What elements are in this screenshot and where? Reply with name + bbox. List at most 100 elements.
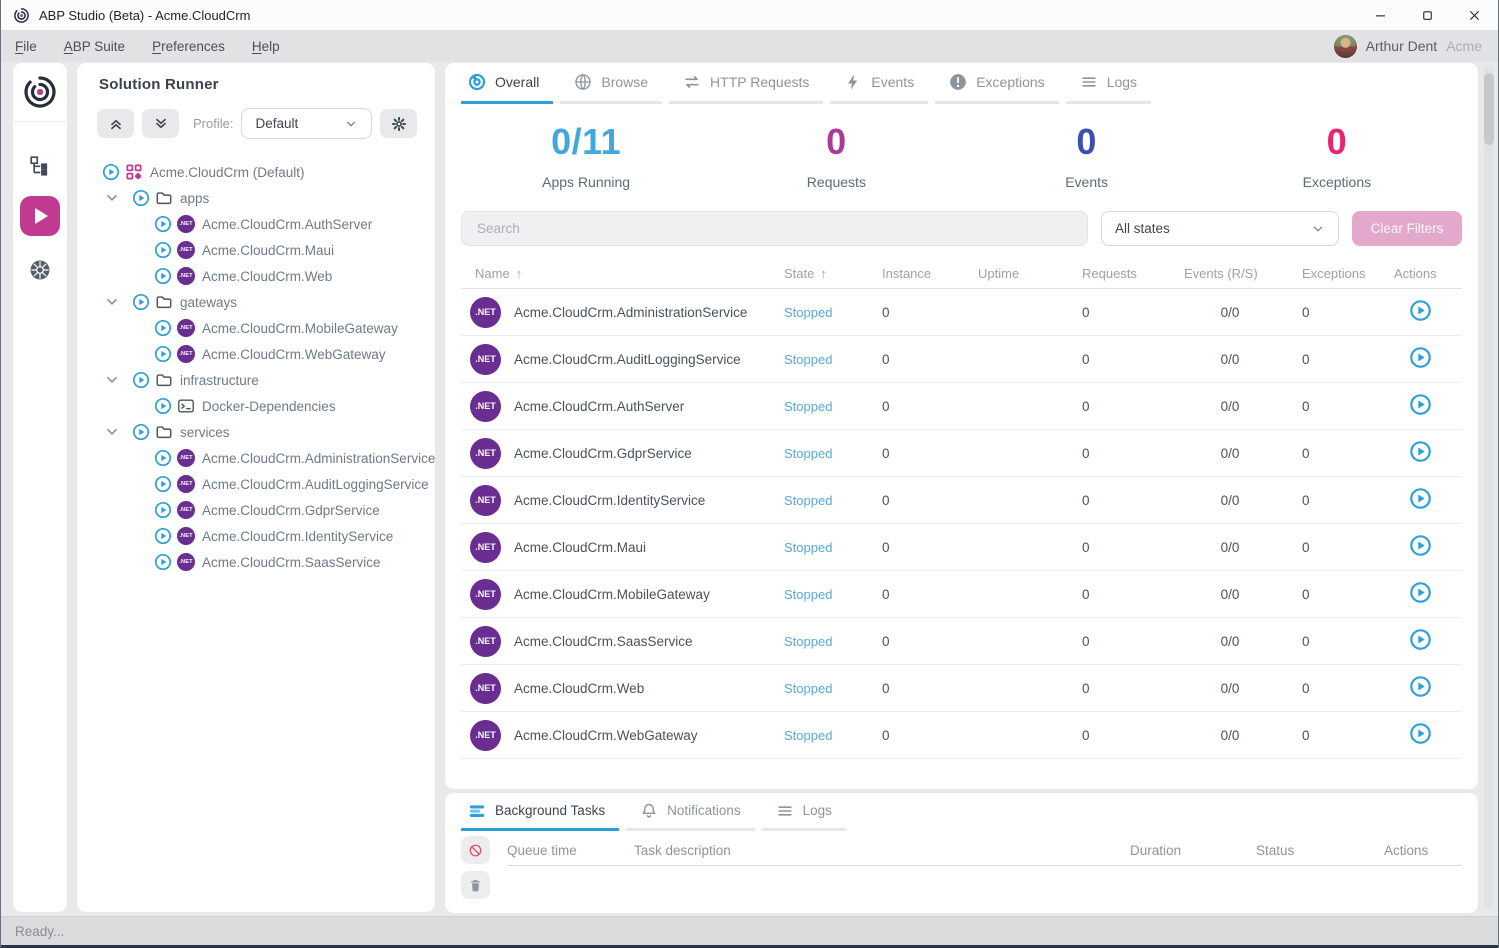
run-icon[interactable]: [154, 215, 172, 233]
dotnet-icon: .NET: [177, 345, 195, 363]
tree-item-services[interactable]: services: [85, 419, 435, 445]
tree-item-acme-cloudcrm-auditloggingservice[interactable]: .NET Acme.CloudCrm.AuditLoggingService: [85, 471, 435, 497]
avatar[interactable]: [1333, 34, 1357, 58]
close-button[interactable]: [1451, 0, 1498, 30]
start-app-button[interactable]: [1409, 628, 1432, 651]
tree-item-apps[interactable]: apps: [85, 185, 435, 211]
run-icon[interactable]: [132, 293, 150, 311]
rail-item-solution-explorer[interactable]: [28, 154, 52, 178]
chevron-down-icon[interactable]: [103, 189, 121, 207]
chevron-down-icon[interactable]: [103, 371, 121, 389]
tab-http-requests[interactable]: HTTP Requests: [669, 63, 824, 104]
start-app-button[interactable]: [1409, 534, 1432, 557]
app-exceptions: 0: [1302, 351, 1310, 367]
run-icon[interactable]: [154, 527, 172, 545]
bottom-body: Queue time Task description Duration Status…: [461, 836, 1462, 899]
clear-tasks-button[interactable]: [461, 871, 490, 899]
start-app-button[interactable]: [1409, 722, 1432, 745]
start-app-button[interactable]: [1409, 393, 1432, 416]
column-header-requests[interactable]: Requests: [1082, 266, 1184, 281]
run-icon[interactable]: [132, 371, 150, 389]
chevron-down-icon[interactable]: [103, 423, 121, 441]
tree-item-acme-cloudcrm-administrationservice[interactable]: .NET Acme.CloudCrm.AdministrationService: [85, 445, 435, 471]
tree-item-acme-cloudcrm-saasservice[interactable]: .NET Acme.CloudCrm.SaasService: [85, 549, 435, 575]
run-icon[interactable]: [154, 501, 172, 519]
column-header-state[interactable]: State ↑: [784, 266, 882, 281]
column-header-actions[interactable]: Actions: [1394, 266, 1462, 281]
app-name-cell: .NET Acme.CloudCrm.GdprService: [461, 437, 784, 469]
column-header-instance[interactable]: Instance: [882, 266, 978, 281]
state-filter-select[interactable]: All states: [1101, 211, 1339, 246]
start-app-button[interactable]: [1409, 581, 1432, 604]
app-name: Acme.CloudCrm.AuditLoggingService: [514, 351, 741, 367]
menu-item-preferences[interactable]: Preferences: [152, 38, 225, 54]
tab-logs[interactable]: Logs: [1065, 63, 1152, 104]
run-icon[interactable]: [132, 189, 150, 207]
scrollbar-thumb[interactable]: [1484, 73, 1494, 145]
tab-overall[interactable]: Overall: [461, 63, 554, 104]
tree-item-infrastructure[interactable]: infrastructure: [85, 367, 435, 393]
window-bottom-edge: [1, 945, 1498, 948]
chevron-down-icon[interactable]: [103, 293, 121, 311]
menu-item-help[interactable]: Help: [251, 38, 280, 54]
user-box[interactable]: Arthur Dent Acme: [1333, 34, 1482, 58]
run-icon[interactable]: [154, 345, 172, 363]
menu-item-abp-suite[interactable]: ABP Suite: [63, 38, 126, 54]
tree-item-acme-cloudcrm-mobilegateway[interactable]: .NET Acme.CloudCrm.MobileGateway: [85, 315, 435, 341]
tree-item-acme-cloudcrm-authserver[interactable]: .NET Acme.CloudCrm.AuthServer: [85, 211, 435, 237]
run-icon[interactable]: [154, 241, 172, 259]
run-icon[interactable]: [154, 319, 172, 337]
run-icon[interactable]: [154, 449, 172, 467]
search-input[interactable]: [461, 211, 1088, 246]
start-app-button[interactable]: [1409, 440, 1432, 463]
tree-item-acme-cloudcrm-webgateway[interactable]: .NET Acme.CloudCrm.WebGateway: [85, 341, 435, 367]
run-icon[interactable]: [154, 553, 172, 571]
tree-item-docker-dependencies[interactable]: Docker-Dependencies: [85, 393, 435, 419]
start-app-button[interactable]: [1409, 346, 1432, 369]
start-app-button[interactable]: [1409, 487, 1432, 510]
clear-filters-button[interactable]: Clear Filters: [1352, 211, 1462, 246]
bottom-tab-logs[interactable]: Logs: [761, 793, 846, 831]
run-icon[interactable]: [102, 163, 120, 181]
column-header-name[interactable]: Name ↑: [461, 266, 784, 281]
run-icon[interactable]: [132, 423, 150, 441]
app-name-cell: .NET Acme.CloudCrm.Web: [461, 672, 784, 704]
tab-browse[interactable]: Browse: [560, 63, 663, 104]
start-app-button[interactable]: [1409, 299, 1432, 322]
profile-settings-button[interactable]: [380, 109, 417, 138]
run-icon[interactable]: [154, 475, 172, 493]
tree-item-acme-cloudcrm-identityservice[interactable]: .NET Acme.CloudCrm.IdentityService: [85, 523, 435, 549]
table-row: .NET Acme.CloudCrm.Maui Stopped 0 0 0/0 0: [461, 524, 1462, 571]
profile-select[interactable]: Default: [241, 108, 372, 139]
tree-item-acme-cloudcrm-maui[interactable]: .NET Acme.CloudCrm.Maui: [85, 237, 435, 263]
rail-item-kubernetes[interactable]: [28, 258, 52, 282]
vertical-scrollbar[interactable]: [1484, 65, 1494, 908]
solution-tree: Acme.CloudCrm (Default) apps .NET Acme.Clou…: [77, 147, 435, 575]
column-label: Name: [475, 266, 510, 281]
bottom-tab-background-tasks[interactable]: Background Tasks: [461, 793, 620, 831]
rail-item-solution-runner[interactable]: [20, 196, 60, 236]
maximize-button[interactable]: [1404, 0, 1451, 30]
tree-item-acme-cloudcrm-default[interactable]: Acme.CloudCrm (Default): [85, 159, 435, 185]
minimize-button[interactable]: [1357, 0, 1404, 30]
menu-item-file[interactable]: File: [15, 38, 37, 54]
dotnet-icon: .NET: [470, 343, 501, 375]
start-app-button[interactable]: [1409, 675, 1432, 698]
column-header-events-r-s[interactable]: Events (R/S): [1184, 266, 1302, 281]
tree-item-acme-cloudcrm-web[interactable]: .NET Acme.CloudCrm.Web: [85, 263, 435, 289]
column-header-exceptions[interactable]: Exceptions: [1302, 266, 1394, 281]
expand-all-button[interactable]: [142, 109, 179, 138]
dotnet-icon: .NET: [470, 296, 501, 328]
stat-exceptions: 0 Exceptions: [1212, 121, 1462, 190]
run-icon[interactable]: [154, 397, 172, 415]
cancel-tasks-button[interactable]: [461, 836, 490, 864]
column-header-uptime[interactable]: Uptime: [978, 266, 1082, 281]
tree-item-acme-cloudcrm-gdprservice[interactable]: .NET Acme.CloudCrm.GdprService: [85, 497, 435, 523]
run-icon[interactable]: [154, 267, 172, 285]
bottom-tab-notifications[interactable]: Notifications: [626, 793, 755, 831]
tree-item-gateways[interactable]: gateways: [85, 289, 435, 315]
tab-events[interactable]: Events: [830, 63, 929, 104]
collapse-all-button[interactable]: [97, 109, 134, 138]
tab-exceptions[interactable]: Exceptions: [935, 63, 1059, 104]
app-events: 0/0: [1220, 539, 1240, 555]
